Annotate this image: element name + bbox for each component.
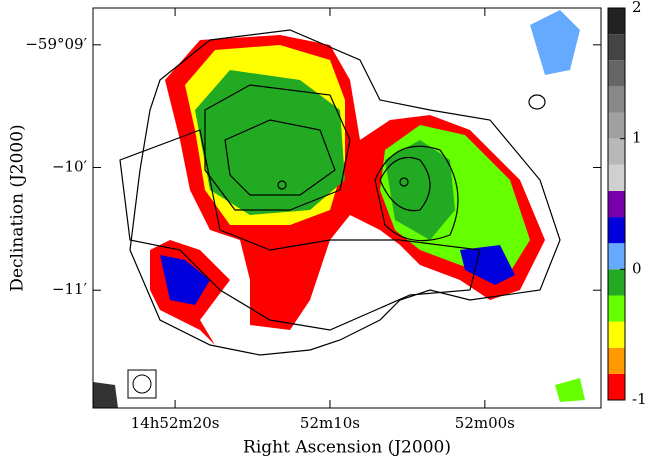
colorbar-level: [608, 243, 625, 270]
plot-frame: [92, 7, 602, 409]
map-region: [195, 70, 345, 215]
beam: [132, 374, 152, 394]
map-region: [530, 10, 580, 75]
map: [93, 10, 585, 408]
colorbar-level: [608, 34, 625, 61]
y-tick-label: −10′: [52, 158, 88, 176]
colorbar-level: [608, 269, 625, 296]
colorbar-tick-label: -1: [632, 390, 647, 408]
colorbar-level: [608, 295, 625, 322]
colorbar-tick-label: 1: [632, 129, 642, 147]
colorbar-tick-label: 2: [632, 0, 642, 16]
x-tick-label: 52m10s: [300, 414, 360, 432]
contour: [119, 129, 481, 331]
colorbar-level: [608, 373, 625, 400]
beam-box: [127, 369, 157, 399]
contour: [224, 119, 336, 196]
map-region: [160, 255, 210, 305]
x-tick-label: 14h52m20s: [131, 414, 220, 432]
x-tick-label: 52m00s: [455, 414, 515, 432]
colorbar-tick-label: 0: [632, 259, 642, 277]
colorbar-level: [608, 217, 625, 244]
colorbar-level: [608, 321, 625, 348]
y-axis-label: Declination (J2000): [8, 124, 28, 291]
colorbar-level: [608, 60, 625, 87]
colorbar-level: [608, 86, 625, 113]
contour: [277, 180, 287, 190]
contour: [374, 145, 459, 242]
y-tick-label: −11′: [52, 280, 88, 298]
map-region: [385, 140, 455, 240]
colorbar-frame: [607, 7, 626, 401]
contour: [204, 84, 351, 211]
colorbar-level: [608, 164, 625, 191]
colorbar-level: [608, 112, 625, 139]
colorbar-level: [608, 8, 625, 35]
contour: [379, 156, 431, 212]
colorbar-level: [608, 138, 625, 165]
contour: [129, 29, 561, 356]
contour: [528, 94, 546, 110]
colorbar-level: [608, 190, 625, 218]
x-axis-label: Right Ascension (J2000): [243, 438, 451, 458]
map-region: [93, 382, 118, 408]
y-tick-label: −59°09′: [25, 35, 87, 53]
colorbar-level: [608, 347, 625, 374]
map-region: [460, 245, 515, 285]
map-region: [555, 378, 585, 402]
contour: [399, 177, 409, 187]
